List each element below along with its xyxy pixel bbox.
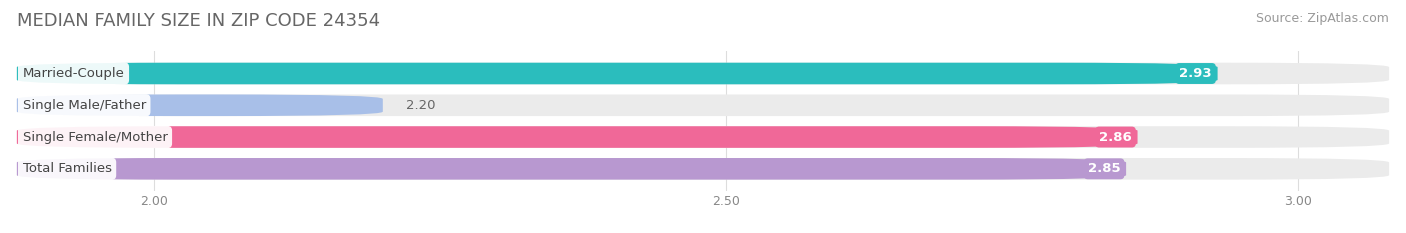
FancyBboxPatch shape — [17, 158, 1126, 180]
Text: Single Female/Mother: Single Female/Mother — [22, 130, 167, 144]
Text: 2.86: 2.86 — [1099, 130, 1132, 144]
Text: Source: ZipAtlas.com: Source: ZipAtlas.com — [1256, 12, 1389, 25]
FancyBboxPatch shape — [17, 126, 1137, 148]
Text: Married-Couple: Married-Couple — [22, 67, 125, 80]
FancyBboxPatch shape — [17, 158, 1389, 180]
FancyBboxPatch shape — [17, 63, 1218, 84]
Text: 2.20: 2.20 — [406, 99, 436, 112]
Text: 2.85: 2.85 — [1088, 162, 1121, 175]
Text: 2.93: 2.93 — [1180, 67, 1212, 80]
FancyBboxPatch shape — [17, 94, 382, 116]
Text: Single Male/Father: Single Male/Father — [22, 99, 146, 112]
FancyBboxPatch shape — [17, 94, 1389, 116]
FancyBboxPatch shape — [17, 126, 1389, 148]
Text: Total Families: Total Families — [22, 162, 111, 175]
FancyBboxPatch shape — [17, 63, 1389, 84]
Text: MEDIAN FAMILY SIZE IN ZIP CODE 24354: MEDIAN FAMILY SIZE IN ZIP CODE 24354 — [17, 12, 380, 30]
